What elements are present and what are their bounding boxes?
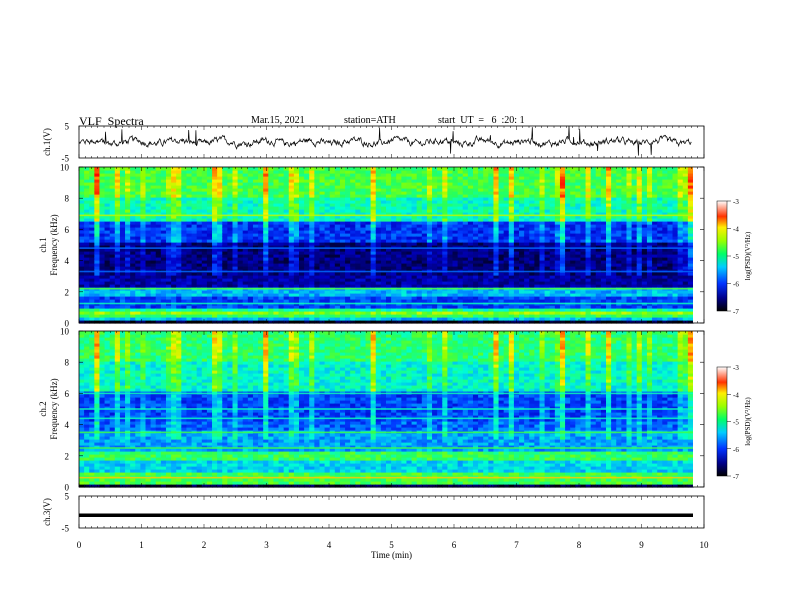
time-tick-label: 4: [327, 540, 332, 550]
ch2-colorbar-tick-label: -4: [733, 391, 739, 399]
narrowband-line: [79, 247, 693, 249]
ch1-freq-tick-label: 4: [65, 256, 70, 266]
date-label: Mar.15, 2021: [251, 115, 305, 126]
ch1-colorbar-tick-label: -4: [733, 226, 739, 234]
ch1-freq-tick-label: 10: [60, 163, 70, 173]
ch2-spectrogram-image: [79, 331, 704, 488]
ch2-colorbar: [716, 366, 728, 477]
narrowband-line: [79, 431, 693, 434]
ch2-freq-tick-label: 8: [65, 358, 70, 368]
ch1-waveform-frame: [78, 125, 705, 159]
time-tick-label: 6: [452, 540, 457, 550]
ch1-freq-tick-label: 8: [65, 194, 70, 204]
narrowband-line: [79, 417, 693, 420]
time-tick-label: 0: [77, 540, 82, 550]
ch2-freq-tick-label: 6: [65, 389, 70, 399]
ch2-colorbar-tick-label: -6: [733, 446, 739, 454]
ch1-frequency-axis-label: Frequency (kHz): [49, 214, 59, 275]
narrowband-line: [79, 287, 693, 290]
narrowband-line: [79, 214, 693, 217]
ch3-y-tick-label: -5: [62, 524, 70, 534]
ch1-channel-label: ch.1: [38, 237, 48, 252]
ch1-colorbar-tick-label: -6: [733, 281, 739, 289]
ch2-channel-label: ch.2: [38, 401, 48, 416]
ch2-freq-tick-label: 2: [65, 451, 70, 461]
ch2-colorbar-tick-label: -3: [733, 364, 739, 372]
ch1-spectrogram-image: [79, 167, 704, 324]
ch2-frequency-axis-label: Frequency (kHz): [49, 378, 59, 439]
time-tick-label: 5: [389, 540, 394, 550]
time-axis-label: Time (min): [371, 550, 412, 560]
ch1-colorbar-tick-label: -7: [733, 308, 739, 316]
ch1-y-tick-label: 5: [65, 122, 70, 132]
ch2-freq-tick-label: 0: [65, 483, 70, 493]
time-tick-label: 8: [577, 540, 582, 550]
time-tick-label: 7: [514, 540, 519, 550]
narrowband-line: [79, 476, 693, 479]
ch1-waveform-trace: [78, 125, 692, 156]
ch2-colorbar-tick-label: -5: [733, 419, 739, 427]
ch1-y-tick-label: -5: [62, 154, 70, 164]
narrowband-line: [79, 392, 693, 395]
ch3-voltage-axis-label: ch.3(V): [42, 498, 52, 526]
ch3-y-tick-label: 5: [65, 492, 70, 502]
ch2-freq-tick-label: 4: [65, 420, 70, 430]
ch1-voltage-axis-label: ch.1(V): [42, 128, 52, 156]
time-tick-label: 9: [639, 540, 644, 550]
ch1-freq-tick-label: 2: [65, 287, 70, 297]
ch1-colorbar-label: log(PSD)(V²/Hz): [744, 231, 752, 280]
narrowband-line: [79, 447, 693, 449]
time-tick-label: 3: [264, 540, 269, 550]
ch2-freq-tick-label: 10: [60, 327, 70, 337]
ch1-freq-tick-label: 6: [65, 225, 70, 235]
ch1-colorbar: [716, 200, 728, 312]
figure-title: VLF Spectra: [79, 114, 144, 128]
narrowband-line: [79, 302, 693, 305]
narrowband-line: [79, 408, 693, 410]
time-tick-label: 2: [202, 540, 207, 550]
ch1-colorbar-tick-label: -3: [733, 198, 739, 206]
time-tick-label: 1: [139, 540, 144, 550]
ch1-colorbar-tick-label: -5: [733, 253, 739, 261]
time-tick-label: 10: [700, 540, 710, 550]
ch2-colorbar-tick-label: -7: [733, 473, 739, 481]
start-time-label: start UT = 6 :20: 1: [438, 115, 525, 126]
ch2-colorbar-label: log(PSD)(V²/Hz): [744, 397, 752, 446]
ch3-waveform-frame: [78, 495, 705, 529]
narrowband-line: [79, 270, 693, 273]
station-label: station=ATH: [344, 115, 396, 126]
ch1-freq-tick-label: 0: [65, 319, 70, 329]
